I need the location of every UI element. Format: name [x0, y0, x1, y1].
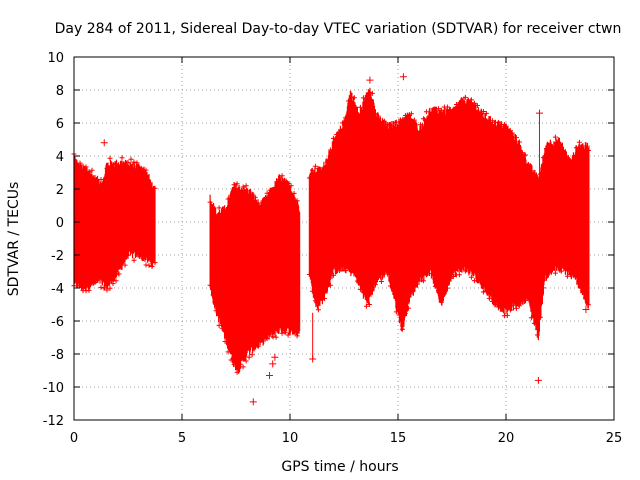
y-tick-label: -10 — [43, 381, 64, 396]
y-tick-label: 10 — [47, 51, 64, 66]
outlier-point — [534, 376, 542, 384]
x-tick-label: 10 — [282, 431, 299, 446]
data-layer — [71, 87, 591, 375]
outlier-point — [271, 353, 279, 361]
oscillation-band — [73, 154, 156, 291]
y-tick-label: -12 — [43, 414, 64, 429]
outlier-point — [366, 76, 374, 84]
y-tick-label: -2 — [51, 249, 64, 264]
x-tick-label: 0 — [70, 431, 78, 446]
y-tick-label: 0 — [56, 216, 64, 231]
upper-edge-markers — [306, 90, 591, 181]
x-axis-title: GPS time / hours — [281, 459, 398, 475]
y-tick-label: -4 — [51, 282, 64, 297]
oscillation-band — [209, 174, 301, 374]
y-tick-label: 4 — [56, 150, 64, 165]
outlier-point — [269, 360, 277, 368]
grid-lines — [74, 57, 614, 420]
axis-ticks: 0 5 10 15 20 25 -12 -10 -8 -6 -4 -2 0 2 4 6 8 10 — [43, 51, 623, 446]
y-tick-label: -8 — [51, 348, 64, 363]
segment-1 — [71, 151, 158, 294]
y-tick-label: 8 — [56, 84, 64, 99]
segment-3 — [306, 87, 591, 341]
x-tick-label: 20 — [498, 431, 515, 446]
y-axis-title: SDTVAR / TECUs — [6, 182, 22, 297]
outlier-point — [399, 73, 407, 81]
marker-layer — [100, 73, 590, 406]
lower-edge-markers — [306, 264, 591, 338]
y-tick-label: 2 — [56, 183, 64, 198]
x-tick-label: 15 — [390, 431, 407, 446]
y-tick-label: -6 — [51, 315, 64, 330]
outlier-point — [100, 139, 108, 147]
x-tick-label: 5 — [178, 431, 186, 446]
lower-edge-markers — [207, 282, 300, 375]
oscillation-band — [308, 87, 590, 341]
outlier-point — [249, 398, 257, 406]
outlier-point — [265, 371, 273, 379]
x-tick-label: 25 — [606, 431, 623, 446]
segment-2 — [207, 173, 301, 375]
upper-edge-markers — [207, 173, 300, 221]
plot-frame — [73, 56, 615, 421]
y-tick-label: 6 — [56, 117, 64, 132]
chart-title: Day 284 of 2011, Sidereal Day-to-day VTE… — [55, 21, 622, 37]
outlier-point — [582, 305, 590, 313]
